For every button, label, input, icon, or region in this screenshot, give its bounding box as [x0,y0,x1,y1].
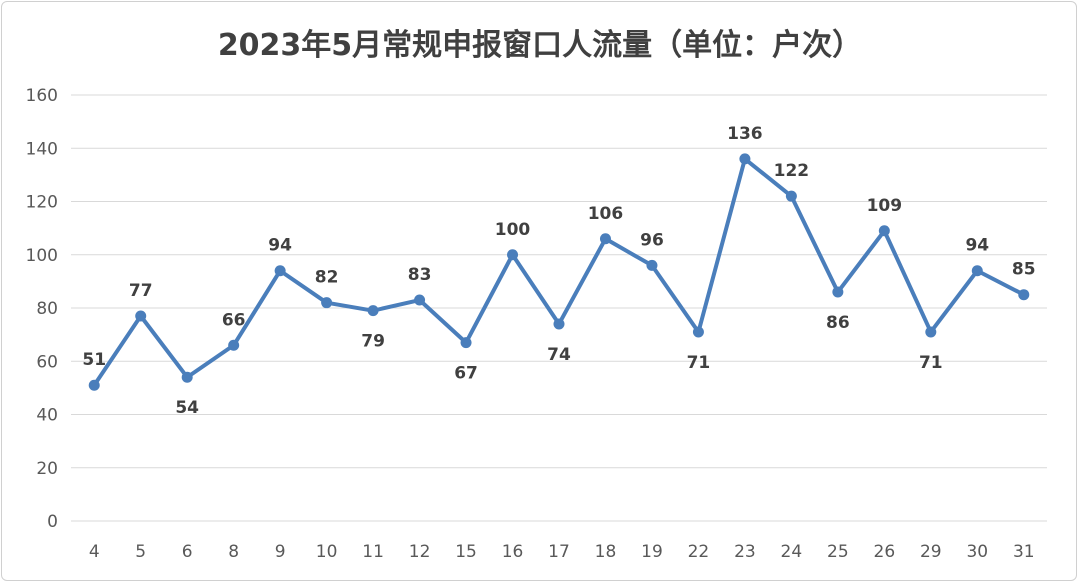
data-label-5: 77 [129,281,153,301]
data-point-11 [367,305,379,317]
data-point-29 [925,326,937,338]
data-point-15 [460,337,472,349]
x-tick-label-15: 15 [455,542,477,562]
x-tick-label-11: 11 [362,542,384,562]
data-point-25 [832,286,844,298]
x-tick-label-17: 17 [548,542,570,562]
data-label-30: 94 [965,236,989,256]
data-label-19: 96 [640,230,664,250]
data-point-10 [321,297,333,309]
data-label-4: 51 [82,350,106,370]
data-point-23 [739,153,751,165]
data-label-8: 66 [222,310,246,330]
data-label-25: 86 [826,313,850,333]
x-tick-label-4: 4 [89,542,100,562]
x-tick-label-25: 25 [827,542,849,562]
data-point-19 [646,259,658,271]
x-tick-label-30: 30 [966,542,988,562]
data-label-6: 54 [175,398,199,418]
data-label-29: 71 [919,353,943,373]
data-label-12: 83 [408,265,432,285]
chart-title: 2023年5月常规申报窗口人流量（单位：户次） [217,28,863,63]
data-point-24 [785,190,797,202]
y-tick-label-100: 100 [26,246,58,266]
data-point-17 [553,318,565,330]
x-tick-label-9: 9 [275,542,286,562]
y-axis-tick-labels: 0 20 40 60 80 100 120 140 160 [26,86,58,532]
x-tick-label-10: 10 [316,542,338,562]
x-tick-label-22: 22 [688,542,710,562]
y-tick-label-60: 60 [36,352,58,372]
x-tick-label-5: 5 [135,542,146,562]
data-point-6 [181,371,193,383]
data-point-8 [228,339,240,351]
data-point-31 [1018,289,1030,301]
data-label-16: 100 [495,220,531,240]
data-label-31: 85 [1012,260,1036,280]
y-tick-label-160: 160 [26,86,58,106]
x-tick-label-31: 31 [1013,542,1035,562]
y-tick-label-0: 0 [47,512,58,532]
data-label-15: 67 [454,364,478,384]
data-labels: 51 77 54 66 94 82 79 83 67 100 74 106 96 71 136 122 86 10… [82,124,1035,418]
data-point-12 [414,294,426,306]
data-point-22 [692,326,704,338]
data-point-16 [507,249,519,261]
data-point-30 [971,265,983,277]
x-tick-label-6: 6 [182,542,193,562]
data-label-23: 136 [727,124,763,144]
y-tick-label-120: 120 [26,193,58,213]
data-label-18: 106 [588,204,624,224]
data-label-10: 82 [315,268,339,288]
x-tick-label-23: 23 [734,542,756,562]
x-tick-label-19: 19 [641,542,663,562]
x-tick-label-29: 29 [920,542,942,562]
data-label-11: 79 [361,332,385,352]
data-label-22: 71 [687,353,711,373]
x-tick-label-12: 12 [409,542,431,562]
x-tick-label-16: 16 [502,542,524,562]
y-tick-label-80: 80 [36,299,58,319]
x-tick-label-26: 26 [874,542,896,562]
x-tick-label-18: 18 [595,542,617,562]
data-point-9 [274,265,286,277]
data-label-9: 94 [268,236,292,256]
x-axis-tick-labels: 4 5 6 8 9 10 11 12 15 16 17 18 19 22 23 24 25 26 29 30 31 [89,542,1035,562]
x-tick-label-24: 24 [781,542,803,562]
data-point-26 [878,225,890,237]
x-tick-label-8: 8 [228,542,239,562]
y-tick-label-40: 40 [36,406,58,426]
data-points [88,153,1030,391]
gridlines [71,94,1047,522]
y-tick-label-140: 140 [26,139,58,159]
data-label-26: 109 [867,196,903,216]
data-label-24: 122 [774,161,810,181]
data-label-17: 74 [547,345,571,365]
data-point-4 [88,379,100,391]
data-point-5 [135,310,147,322]
y-tick-label-20: 20 [36,459,58,479]
data-point-18 [599,233,611,245]
